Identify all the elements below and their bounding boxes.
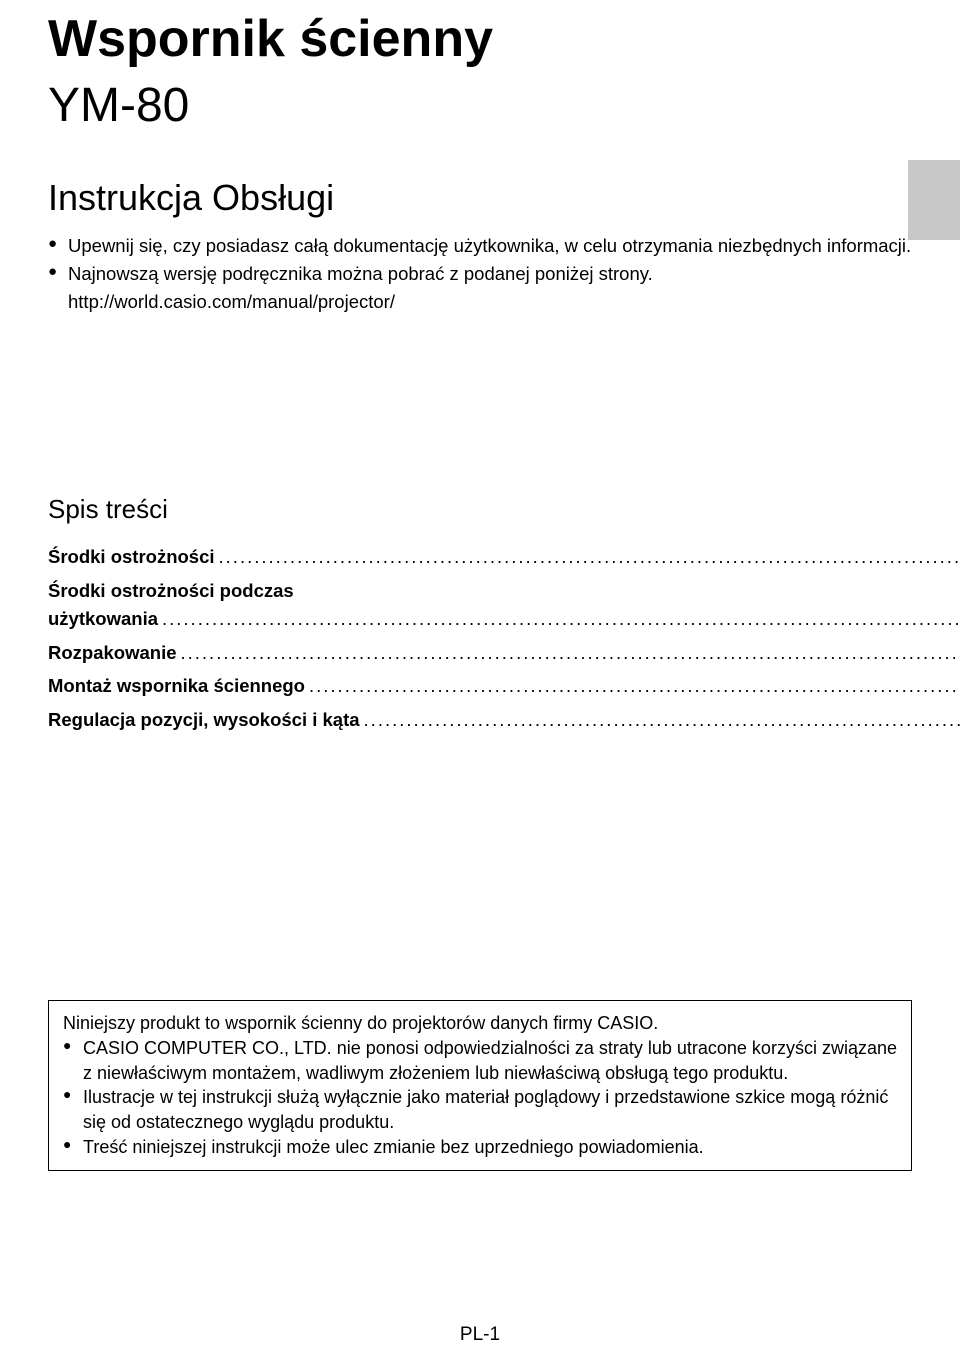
side-tab (908, 160, 960, 240)
toc-entry: Środki ostrożności PL-2 (48, 543, 960, 571)
toc-label: Rozpakowanie (48, 639, 177, 667)
toc-label: Środki ostrożności (48, 543, 215, 571)
product-title: Wspornik ścienny (48, 10, 912, 70)
toc-label: Regulacja pozycji, wysokości i kąta (48, 706, 360, 734)
intro-bullet: Najnowszą wersję podręcznika można pobra… (48, 261, 912, 287)
toc-col-left: Środki ostrożności PL-2 Środki ostrożnoś… (48, 543, 960, 740)
notice-bullet: Ilustracje w tej instrukcji służą wyłącz… (63, 1085, 897, 1135)
toc-leader (162, 605, 960, 633)
toc-entry: Środki ostrożności podczas użytkowania P… (48, 577, 960, 633)
toc-label: Montaż wspornika ściennego (48, 672, 305, 700)
intro-url: http://world.casio.com/manual/projector/ (48, 289, 912, 315)
toc-leader (364, 706, 960, 734)
intro-list: Upewnij się, czy posiadasz całą dokument… (48, 233, 912, 287)
toc-columns: Środki ostrożności PL-2 Środki ostrożnoś… (48, 543, 912, 740)
toc-heading: Spis treści (48, 494, 912, 525)
toc-entry: Rozpakowanie PL-5 (48, 639, 960, 667)
notice-bullet: CASIO COMPUTER CO., LTD. nie ponosi odpo… (63, 1036, 897, 1086)
toc-leader (181, 639, 960, 667)
toc-leader (309, 672, 960, 700)
page-number: PL-1 (0, 1324, 960, 1346)
manual-label: Instrukcja Obsługi (48, 177, 912, 219)
toc-label: Środki ostrożności podczas (48, 577, 960, 605)
notice-list: CASIO COMPUTER CO., LTD. nie ponosi odpo… (63, 1036, 897, 1160)
toc-label: użytkowania (48, 605, 158, 633)
toc-entry: Montaż wspornika ściennego PL-6 (48, 672, 960, 700)
toc-entry: Regulacja pozycji, wysokości i kąta PL-1… (48, 706, 960, 734)
notice-intro: Niniejszy produkt to wspornik ścienny do… (63, 1011, 897, 1036)
notice-bullet: Treść niniejszej instrukcji może ulec zm… (63, 1135, 897, 1160)
notice-box: Niniejszy produkt to wspornik ścienny do… (48, 1000, 912, 1171)
toc-leader (219, 543, 960, 571)
intro-bullet: Upewnij się, czy posiadasz całą dokument… (48, 233, 912, 259)
model-number: YM-80 (48, 78, 912, 133)
